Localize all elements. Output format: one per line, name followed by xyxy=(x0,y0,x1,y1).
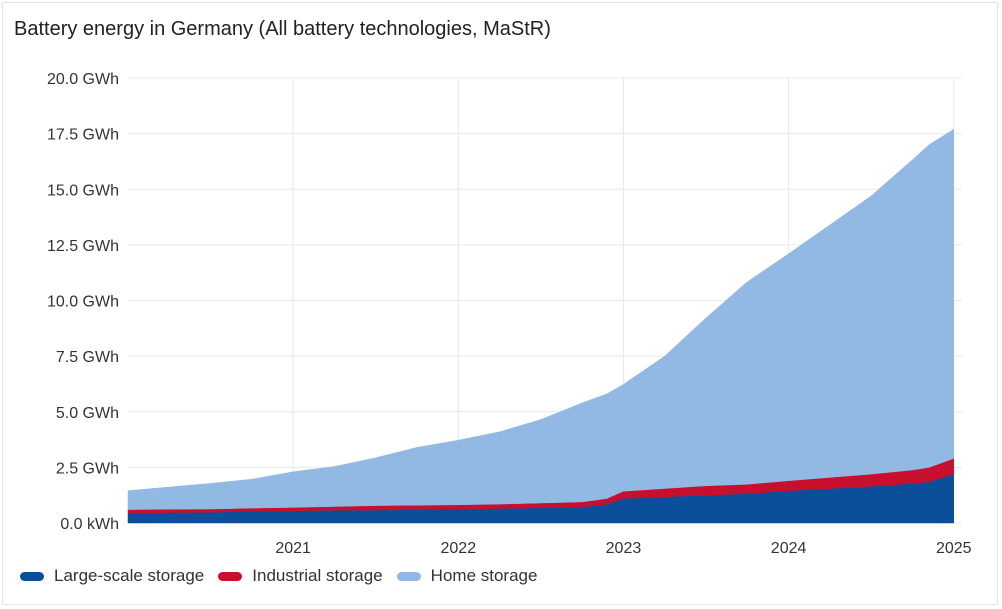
legend-label-large-scale: Large-scale storage xyxy=(54,566,205,585)
legend-label-industrial: Industrial storage xyxy=(252,566,383,585)
legend-item-large-scale[interactable]: Large-scale storage xyxy=(20,566,204,586)
legend-swatch-home xyxy=(396,571,421,581)
x-tick-label: 2025 xyxy=(936,540,972,557)
legend-item-industrial[interactable]: Industrial storage xyxy=(218,566,383,586)
y-tick-label: 7.5 GWh xyxy=(56,349,119,366)
x-tick-label: 2021 xyxy=(275,540,311,557)
chart-title: Battery energy in Germany (All battery t… xyxy=(14,18,551,40)
y-tick-label: 12.5 GWh xyxy=(47,238,119,255)
y-tick-label: 15.0 GWh xyxy=(47,182,119,199)
x-tick-label: 2022 xyxy=(441,540,477,557)
x-tick-label: 2024 xyxy=(771,540,807,557)
y-tick-label: 5.0 GWh xyxy=(56,405,119,422)
legend-swatch-industrial xyxy=(218,571,243,581)
y-tick-label: 17.5 GWh xyxy=(47,127,119,144)
y-tick-label: 10.0 GWh xyxy=(47,294,119,311)
legend-item-home[interactable]: Home storage xyxy=(396,566,538,586)
legend: Large-scale storage Industrial storage H… xyxy=(20,566,551,586)
y-tick-label: 2.5 GWh xyxy=(56,460,119,477)
y-tick-label: 0.0 kWh xyxy=(60,516,119,533)
y-tick-label: 20.0 GWh xyxy=(47,71,119,88)
area-series-home-storage xyxy=(127,128,954,510)
legend-swatch-large-scale xyxy=(20,571,44,581)
legend-label-home: Home storage xyxy=(430,566,538,585)
x-tick-label: 2023 xyxy=(606,540,642,557)
